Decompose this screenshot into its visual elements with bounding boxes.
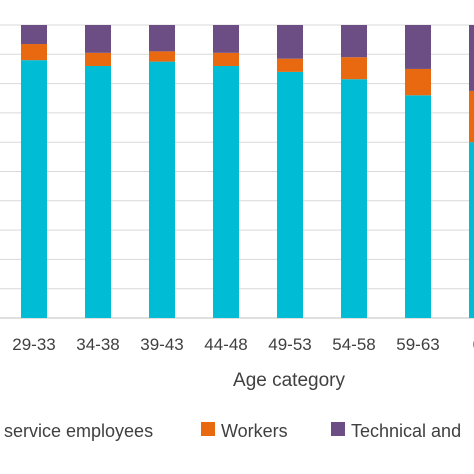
x-tick-label: 49-53 <box>268 335 311 354</box>
x-tick-labels: 29-33 34-38 39-43 44-48 49-53 54-58 59-63 64 <box>12 335 474 354</box>
bar-segment-service-employees-29-33 <box>21 60 47 318</box>
bar-segment-workers-29-33 <box>21 44 47 61</box>
bar-segment-technical-and-49-53 <box>277 25 303 59</box>
legend: service employees Workers Technical and <box>4 421 461 441</box>
bar-segment-workers-39-43 <box>149 51 175 62</box>
bar-segment-technical-and-54-58 <box>341 25 367 58</box>
x-tick-label: 44-48 <box>204 335 247 354</box>
x-tick-label: 34-38 <box>76 335 119 354</box>
bar-segment-service-employees-59-63 <box>405 95 431 318</box>
bar-segment-service-employees-34-38 <box>85 66 111 319</box>
bar-segment-service-employees-49-53 <box>277 71 303 318</box>
bar-segment-service-employees-54-58 <box>341 79 367 318</box>
legend-swatch-workers <box>201 422 215 436</box>
bars <box>21 25 474 319</box>
bar-segment-service-employees-39-43 <box>149 61 175 318</box>
bar-segment-technical-and-59-63 <box>405 25 431 69</box>
bar-segment-workers-34-38 <box>85 52 111 67</box>
bar-segment-technical-and-44-48 <box>213 25 239 53</box>
x-tick-label: 29-33 <box>12 335 55 354</box>
x-tick-label: 54-58 <box>332 335 375 354</box>
bar-segment-workers-54-58 <box>341 57 367 80</box>
bar-segment-technical-and-39-43 <box>149 25 175 52</box>
x-tick-label: 39-43 <box>140 335 183 354</box>
bar-segment-technical-and-64 <box>469 25 474 91</box>
legend-label-service-employees: service employees <box>4 421 153 441</box>
legend-label-workers: Workers <box>221 421 288 441</box>
bar-segment-workers-64 <box>469 90 474 143</box>
x-axis-label: Age category <box>233 370 345 391</box>
x-tick-label: 64 <box>473 335 474 354</box>
x-tick-label: 59-63 <box>396 335 439 354</box>
bar-segment-service-employees-44-48 <box>213 66 239 319</box>
bar-segment-technical-and-34-38 <box>85 25 111 53</box>
legend-label-technical: Technical and <box>351 421 461 441</box>
bar-segment-service-employees-64 <box>469 142 474 318</box>
bar-segment-workers-59-63 <box>405 68 431 96</box>
bar-segment-workers-49-53 <box>277 58 303 72</box>
bar-segment-technical-and-29-33 <box>21 25 47 45</box>
legend-swatch-technical <box>331 422 345 436</box>
bar-segment-workers-44-48 <box>213 52 239 67</box>
